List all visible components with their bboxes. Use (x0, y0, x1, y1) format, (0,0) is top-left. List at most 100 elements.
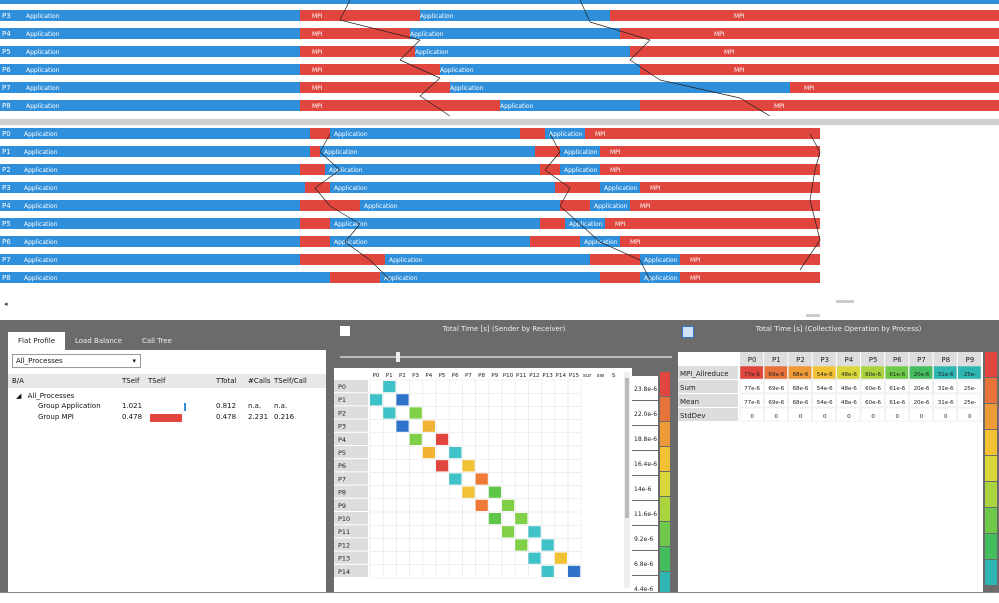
timeline-bar (330, 182, 555, 193)
coll-cell-value: 20e-6 (914, 372, 930, 378)
matrix-value-cell (436, 460, 449, 472)
message-line (599, 241, 641, 261)
process-label: P7 (2, 256, 11, 264)
timeline-view[interactable]: P3 Application Application MPI MPI P4 Applicat… (0, 0, 999, 318)
coll-cell (788, 393, 812, 408)
matrix-settings-icon[interactable] (340, 326, 350, 336)
col-tself-per-call[interactable]: TSelf/Call (274, 377, 307, 385)
scale-label-bg (632, 576, 658, 592)
coll-cell-value: 60e-6 (865, 386, 881, 392)
coll-cell-value: 77e-6 (744, 372, 760, 378)
message-line (314, 187, 331, 207)
coll-cell (860, 407, 885, 422)
matrix-col-header: P14 (556, 373, 567, 379)
message-line (659, 79, 741, 99)
col-tself-bar[interactable]: TSelf (148, 377, 166, 385)
matrix-col-header: P5 (439, 373, 446, 379)
collective-title: Total Time [s] (Collective Operation by … (678, 320, 999, 338)
segment-label: MPI (312, 85, 323, 92)
slider-handle[interactable] (396, 352, 400, 362)
message-line (589, 21, 651, 41)
segment-label: Application (500, 103, 534, 110)
coll-cell-value: 54e-6 (817, 400, 833, 406)
process-label: P5 (2, 48, 11, 56)
profile-row[interactable]: Group MPI 0.478 0.478 2.231 0.216 (8, 413, 326, 423)
expand-icon[interactable]: ◢ (16, 392, 22, 400)
message-line (419, 95, 451, 117)
matrix-value-cell (422, 447, 435, 459)
segment-label: Application (26, 67, 60, 74)
collective-settings-icon[interactable] (682, 326, 694, 338)
matrix-value-cell (396, 394, 409, 406)
message-line (814, 151, 821, 171)
matrix-col-header: sur (583, 373, 592, 379)
mpi-segment (540, 164, 560, 175)
scale-label: 9.2e-6 (634, 536, 653, 543)
coll-col-header-bg (788, 352, 812, 366)
segment-label: Application (26, 13, 60, 20)
segment-label: MPI (312, 103, 323, 110)
coll-col-header-bg (909, 352, 933, 366)
matrix-row-header-bg (334, 432, 368, 445)
matrix-row-header: P5 (338, 449, 346, 457)
coll-cell-value: 48e-6 (841, 386, 857, 392)
matrix-col-header: P10 (503, 373, 514, 379)
coll-cell (957, 407, 982, 422)
matrix-row-header-bg (334, 472, 368, 485)
collective-table[interactable]: P0 P1 P2 P3 P4 P5 P6 P7 P8 P9 MPI_Allreduce 77e-6 69… (678, 352, 983, 592)
timeline-bar (385, 254, 590, 265)
process-filter-dropdown[interactable]: All_Processes ▾ (12, 354, 141, 368)
col-ttotal[interactable]: TTotal (216, 377, 237, 385)
matrix-row-header-bg (334, 380, 368, 393)
coll-cell (933, 407, 958, 422)
tab-call-tree[interactable]: Call Tree (141, 337, 172, 345)
matrix-value-cell (475, 499, 488, 511)
matrix-row-header: P12 (338, 541, 350, 549)
tab-flat-profile[interactable]: Flat Profile (8, 332, 65, 350)
segment-label: MPI (630, 239, 641, 246)
profile-row[interactable]: Group Application 1.021 0.812 n.a. n.a. (8, 402, 326, 412)
coll-col-header-bg (836, 352, 860, 366)
scale-label: 14e-6 (634, 486, 651, 493)
col-calls[interactable]: #Calls (248, 377, 271, 385)
coll-cell-value: 68e-6 (793, 400, 809, 406)
message-line (369, 259, 391, 281)
coll-cell-value: 31e-6 (938, 386, 954, 392)
segment-label: Application (415, 49, 449, 56)
mpi-segment (535, 146, 560, 157)
scale-label: 22.0e-6 (634, 411, 657, 418)
matrix-col-header: P12 (529, 373, 539, 379)
communication-matrix[interactable]: P0 P1 P2 P3 P4 P5 P6 P7 P8 P9 P10 P11 P12 P13 P14 P15 su… (334, 368, 632, 592)
coll-row-header-bg (678, 380, 738, 393)
coll-col-header-bg (812, 352, 836, 366)
segment-label: Application (389, 257, 423, 264)
matrix-slider[interactable] (340, 352, 672, 362)
tree-root-row[interactable]: ◢ All_Processes (16, 392, 74, 400)
segment-label: MPI (734, 13, 745, 20)
message-line (629, 59, 661, 81)
coll-row-header: StdDev (680, 412, 705, 420)
mpi-segment (300, 236, 330, 247)
coll-row-header: Sum (680, 384, 696, 392)
tab-load-balance[interactable]: Load Balance (75, 337, 122, 345)
mpi-segment (300, 218, 330, 229)
matrix-value-cell (488, 486, 501, 498)
row-ttotal: 0.812 (216, 402, 237, 410)
matrix-row-header-bg (334, 419, 368, 432)
segment-label: Application (329, 167, 363, 174)
scale-swatch (985, 352, 997, 377)
chevron-down-icon: ▾ (132, 357, 136, 365)
row-calls: 2.231 (248, 413, 269, 421)
process-label: P8 (2, 102, 11, 110)
timeline-chart[interactable]: P3 Application Application MPI MPI P4 Applicat… (0, 0, 999, 318)
segment-label: Application (410, 31, 444, 38)
col-tself[interactable]: TSelf (122, 377, 140, 385)
coll-cell-value: 68e-6 (793, 372, 809, 378)
matrix-value-cell (528, 552, 541, 564)
mpi-segment (330, 272, 380, 283)
coll-col-header-bg (764, 352, 788, 366)
col-ba[interactable]: B/A (12, 377, 24, 385)
timeline-bar (0, 218, 300, 229)
mpi-segment (600, 164, 820, 175)
coll-cell (909, 393, 933, 408)
